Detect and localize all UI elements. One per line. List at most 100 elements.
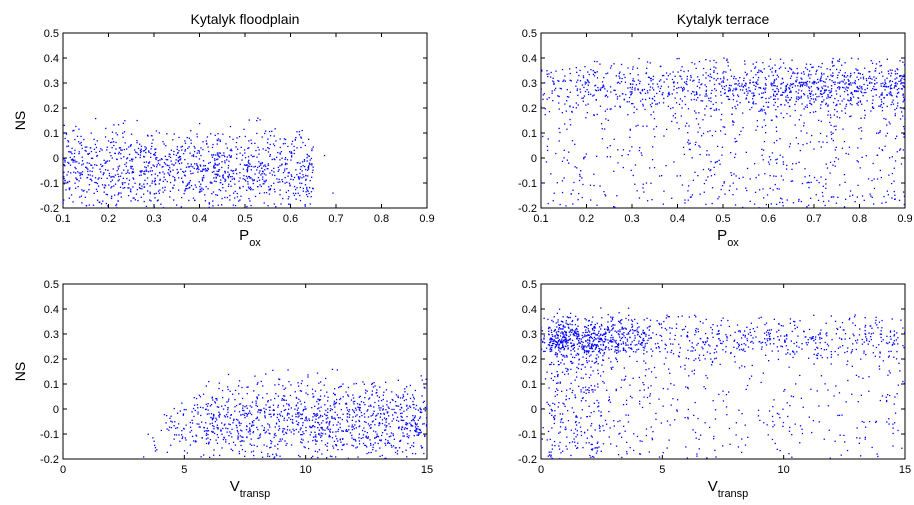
- scatter-point: [413, 442, 414, 443]
- scatter-point: [782, 409, 783, 410]
- scatter-point: [274, 458, 275, 459]
- scatter-point: [273, 183, 274, 184]
- scatter-point: [825, 179, 826, 180]
- scatter-point: [896, 351, 897, 352]
- scatter-point: [813, 99, 814, 100]
- scatter-point: [634, 81, 635, 82]
- scatter-point: [126, 158, 127, 159]
- scatter-point: [199, 152, 200, 153]
- scatter-point: [229, 443, 230, 444]
- scatter-point: [206, 144, 207, 145]
- scatter-point: [728, 90, 729, 91]
- scatter-point: [850, 103, 851, 104]
- scatter-point: [69, 198, 70, 199]
- scatter-point: [87, 171, 88, 172]
- scatter-point: [331, 456, 332, 457]
- scatter-point: [630, 129, 631, 130]
- scatter-point: [825, 82, 826, 83]
- scatter-point: [315, 422, 316, 423]
- scatter-point: [191, 430, 192, 431]
- scatter-point: [552, 334, 553, 335]
- scatter-point: [738, 330, 739, 331]
- scatter-point: [359, 404, 360, 405]
- scatter-point: [888, 194, 889, 195]
- scatter-point: [197, 136, 198, 137]
- scatter-point: [564, 123, 565, 124]
- scatter-point: [236, 154, 237, 155]
- scatter-point: [573, 182, 574, 183]
- scatter-point: [378, 436, 379, 437]
- scatter-point: [693, 91, 694, 92]
- scatter-point: [579, 70, 580, 71]
- scatter-point: [392, 399, 393, 400]
- scatter-point: [547, 99, 548, 100]
- scatter-point: [846, 86, 847, 87]
- scatter-point: [304, 420, 305, 421]
- scatter-point: [721, 102, 722, 103]
- scatter-point: [141, 146, 142, 147]
- scatter-point: [221, 447, 222, 448]
- scatter-point: [826, 142, 827, 143]
- scatter-point: [864, 89, 865, 90]
- scatter-point: [339, 386, 340, 387]
- scatter-point: [217, 434, 218, 435]
- scatter-point: [626, 400, 627, 401]
- scatter-point: [871, 79, 872, 80]
- scatter-point: [786, 113, 787, 114]
- scatter-point: [684, 82, 685, 83]
- scatter-point: [839, 59, 840, 60]
- scatter-point: [301, 403, 302, 404]
- scatter-point: [715, 162, 716, 163]
- scatter-point: [699, 79, 700, 80]
- scatter-point: [592, 329, 593, 330]
- scatter-point: [257, 406, 258, 407]
- scatter-point: [699, 61, 700, 62]
- scatter-point: [288, 196, 289, 197]
- scatter-point: [851, 58, 852, 59]
- scatter-point: [234, 406, 235, 407]
- scatter-point: [317, 451, 318, 452]
- scatter-point: [568, 96, 569, 97]
- scatter-point: [305, 392, 306, 393]
- scatter-point: [221, 161, 222, 162]
- scatter-point: [288, 404, 289, 405]
- scatter-point: [238, 200, 239, 201]
- scatter-point: [308, 418, 309, 419]
- scatter-point: [806, 85, 807, 86]
- scatter-point: [173, 165, 174, 166]
- scatter-point: [213, 154, 214, 155]
- scatter-point: [773, 85, 774, 86]
- scatter-point: [748, 87, 749, 88]
- scatter-point: [263, 165, 264, 166]
- scatter-point: [659, 175, 660, 176]
- scatter-point: [105, 169, 106, 170]
- scatter-point: [729, 190, 730, 191]
- scatter-point: [868, 71, 869, 72]
- scatter-point: [296, 187, 297, 188]
- scatter-point: [333, 447, 334, 448]
- scatter-point: [555, 71, 556, 72]
- scatter-point: [710, 60, 711, 61]
- scatter-point: [797, 73, 798, 74]
- scatter-point: [709, 100, 710, 101]
- scatter-point: [411, 420, 412, 421]
- scatter-point: [156, 166, 157, 167]
- scatter-point: [81, 142, 82, 143]
- scatter-point: [619, 83, 620, 84]
- scatter-point: [230, 433, 231, 434]
- scatter-point: [348, 387, 349, 388]
- scatter-point: [210, 162, 211, 163]
- scatter-point: [750, 178, 751, 179]
- scatter-point: [648, 84, 649, 85]
- scatter-point: [568, 328, 569, 329]
- scatter-point: [268, 429, 269, 430]
- scatter-point: [316, 416, 317, 417]
- scatter-point: [81, 145, 82, 146]
- scatter-point: [248, 413, 249, 414]
- scatter-point: [202, 180, 203, 181]
- scatter-point: [244, 149, 245, 150]
- scatter-point: [279, 159, 280, 160]
- scatter-point: [291, 444, 292, 445]
- scatter-point: [876, 78, 877, 79]
- scatter-point: [140, 150, 141, 151]
